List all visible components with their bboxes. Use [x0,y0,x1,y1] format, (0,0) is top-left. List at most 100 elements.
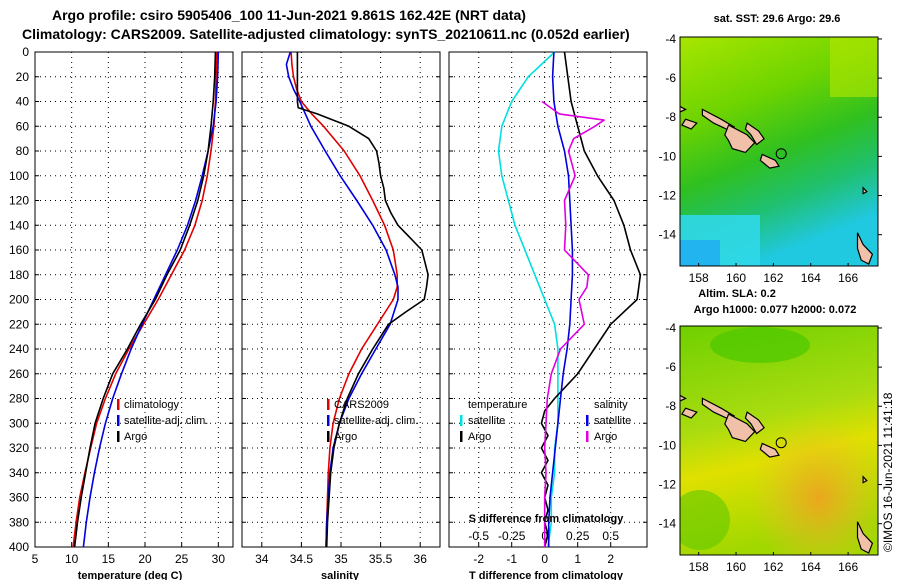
depth-tick-label: 60 [16,119,30,133]
map-lat-label: -10 [659,438,677,452]
series-line-argo [73,51,217,548]
legend-label-cars: CARS2009 [334,399,389,411]
legend-swatch-cars [327,399,330,410]
legend-label-t-argo: Argo [468,431,491,443]
salinity-panel: 34 34.5 35 35.5 36 salinity CARS2009 satelli… [241,51,441,580]
sla-map-frame [679,325,879,556]
island-landmass [680,105,687,113]
x2-tick-label: -0.5 [468,529,489,543]
map-lat-label: -10 [659,149,677,163]
depth-tick-label: 400 [9,540,29,554]
series-line-cars2009 [290,51,399,548]
map-lat-label: -4 [665,321,676,335]
temperature-panel: 0 20 40 60 80 100 120 140 160 180 200 220 240 260 280 3… [9,45,234,580]
x-tick-label: 34.5 [290,552,314,566]
island-landmass [681,407,698,419]
legend-label-climatology: climatology [124,399,180,411]
legend-label-t-satellite: satellite [468,415,505,427]
map-lat-label: -14 [659,228,677,242]
argo-position-marker [775,148,787,160]
map-lon-label: 164 [801,560,821,574]
island-landmass [744,122,765,146]
x-tick-label: 25 [175,552,189,566]
x-tick-label: 2 [607,552,614,566]
map-lon-label: 162 [763,271,783,285]
map-lon-label: 160 [726,271,746,285]
island-landmass [856,521,874,554]
island-landmass [759,442,780,458]
legend-swatch-climatology [117,399,120,410]
map-lat-label: -14 [659,517,677,531]
x-tick-label: -2 [473,552,484,566]
depth-tick-label: 20 [16,70,30,84]
x-tick-label: 0 [541,552,548,566]
legend-salinity-header: salinity [594,399,628,411]
map-lon-label: 158 [689,271,709,285]
temperature-legend: climatology satellite-adj. clim. Argo [117,399,208,443]
depth-tick-label: 320 [9,441,29,455]
depth-tick-label: 200 [9,293,29,307]
legend-swatch-satellite [327,415,330,426]
island-landmass [759,153,780,169]
island-landmass [856,232,874,265]
depth-tick-label: 360 [9,491,29,505]
island-landmass [680,394,687,402]
island-landmass [862,475,868,484]
x2-tick-label: -0.25 [498,529,526,543]
argo-position-marker [775,437,787,449]
map-lon-label: 166 [838,560,858,574]
depth-tick-label: 80 [16,144,30,158]
imos-credit: ©IMOS 16-Jun-2021 11:41:18 [881,392,895,552]
x-tick-label: 35.5 [369,552,393,566]
legend-label-argo: Argo [334,431,357,443]
map-lat-label: -6 [665,71,676,85]
depth-tick-label: 100 [9,169,29,183]
x-tick-label: 20 [138,552,152,566]
map-lat-label: -8 [665,399,676,413]
map-lon-label: 164 [801,271,821,285]
map-lon-label: 166 [838,271,858,285]
sst-map-title: sat. SST: 29.6 Argo: 29.6 [714,13,841,25]
series-line-salinity-argo [541,100,605,547]
x-tick-label: 30 [212,552,226,566]
map-lon-label: 160 [726,560,746,574]
depth-tick-label: 220 [9,317,29,331]
map-lat-label: -12 [659,189,677,203]
map-lat-label: -8 [665,110,676,124]
legend-label-satellite: satellite-adj. clim. [334,415,418,427]
figure-title-line1: Argo profile: csiro 5905406_100 11-Jun-2… [52,7,526,23]
salinity-legend: CARS2009 satellite-adj. clim. Argo [327,399,418,443]
series-line-temperature-argo [540,51,642,548]
x-tick-label: 35 [334,552,348,566]
x-tick-label: 1 [574,552,581,566]
x-tick-label: 15 [102,552,116,566]
depth-tick-label: 40 [16,95,30,109]
depth-tick-label: 120 [9,194,29,208]
legend-label-s-argo: Argo [594,431,617,443]
temperature-plot-frame [34,51,234,548]
legend-swatch-s-satellite [586,415,589,426]
x-tick-label: -1 [506,552,517,566]
island-landmass [681,118,698,130]
legend-swatch-satellite [117,415,120,426]
map-lat-label: -12 [659,478,677,492]
sst-map-frame [679,36,879,267]
legend-temperature-header: temperature [468,399,527,411]
sla-map-title: Altim. SLA: 0.2 [698,288,776,300]
salinity-xlabel: salinity [321,570,360,580]
island-landmass [724,124,756,154]
x-tick-label: 34 [255,552,269,566]
x-tick-label: 10 [65,552,79,566]
series-line-salinity-satellite [547,51,574,547]
depth-tick-label: 260 [9,367,29,381]
depth-tick-label: 280 [9,392,29,406]
legend-swatch-t-satellite [460,415,463,426]
legend-label-s-satellite: satellite [594,415,631,427]
sst-map: sat. SST: 29.6 Argo: 29.6 -4 -6 -8 -10 -12 -1… [659,13,882,285]
legend-swatch-t-argo [460,431,463,442]
x2-tick-label: 0.25 [566,529,590,543]
difference-legend-temperature: temperature satellite Argo [460,399,527,443]
depth-tick-label: 140 [9,218,29,232]
legend-label-argo: Argo [124,431,147,443]
